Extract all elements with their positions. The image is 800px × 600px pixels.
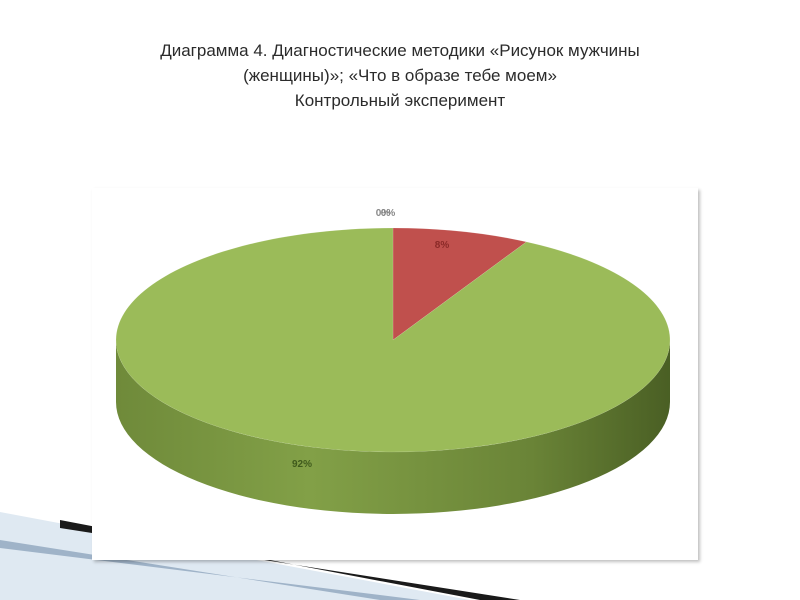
data-label-0: 0% [376,208,391,219]
data-label-1: 0% [381,208,396,219]
data-label-2: 8% [435,240,450,251]
chart-panel: 0% 0% 8% 92% [92,188,698,560]
title-line-2: (женщины)»; «Что в образе тебе моем» [243,66,557,85]
pie-chart: 0%0% 8% 92% [115,208,671,514]
title-line-3: Контрольный эксперимент [294,91,506,110]
pie-slice-2 [392,227,528,341]
chart-title: Диаграмма 4. Диагностические методики «Р… [100,38,700,113]
data-label-3: 92% [292,459,312,470]
pie-slice-side-3 [116,340,670,514]
title-line-1: Диаграмма 4. Диагностические методики «Р… [160,41,640,60]
pie-slice-3 [115,227,671,453]
